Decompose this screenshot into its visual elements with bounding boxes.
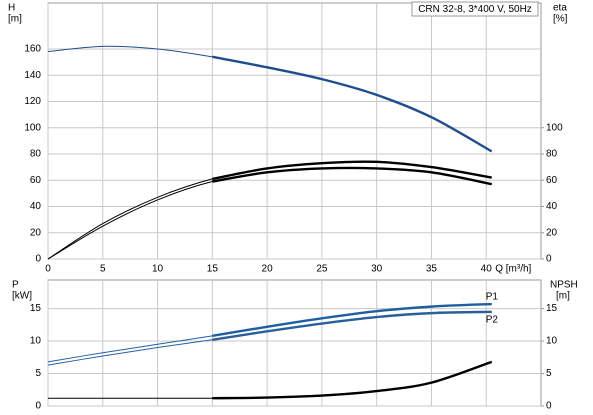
x-tick-label: 25 xyxy=(316,264,328,275)
y-tick-label: 80 xyxy=(30,149,42,160)
y-tick-label: 0 xyxy=(35,401,41,412)
y2-tick-label: 5 xyxy=(546,368,552,379)
curve-highlight xyxy=(212,302,492,338)
y-tick-label: 5 xyxy=(35,368,41,379)
x-tick-label: 20 xyxy=(262,264,274,275)
y-tick-label: 20 xyxy=(30,227,42,238)
curve-highlight xyxy=(212,55,493,153)
curve xyxy=(48,361,492,399)
y2-tick-label: 40 xyxy=(546,201,558,212)
chart-title: CRN 32-8, 3*400 V, 50Hz xyxy=(418,4,532,15)
y-axis-label: H xyxy=(8,3,15,14)
y2-tick-label: 0 xyxy=(546,401,552,412)
y-tick-label: 100 xyxy=(24,122,41,133)
curve xyxy=(47,45,492,152)
x-tick-label: 10 xyxy=(152,264,164,275)
x-tick-label: 30 xyxy=(371,264,383,275)
curve-highlight xyxy=(212,360,493,400)
y2-axis-label: NPSH xyxy=(550,280,578,291)
plot-frame xyxy=(47,279,542,407)
curve xyxy=(47,311,492,366)
y2-tick-label: 100 xyxy=(546,122,563,133)
y-tick-label: 40 xyxy=(30,201,42,212)
y2-tick-label: 15 xyxy=(546,303,558,314)
x-tick-label: 40 xyxy=(481,264,493,275)
y2-axis-unit: [m] xyxy=(556,291,570,302)
x-tick-label: 15 xyxy=(207,264,219,275)
title-box xyxy=(411,1,539,17)
y-tick-label: 10 xyxy=(30,336,42,347)
x-tick-label: 0 xyxy=(45,264,51,275)
plot-frame xyxy=(47,2,542,260)
y2-tick-label: 10 xyxy=(546,336,558,347)
y-tick-label: 140 xyxy=(24,70,41,81)
y2-axis-unit: [%] xyxy=(553,14,568,25)
x-axis-label: Q [m³/h] xyxy=(495,264,531,275)
curve xyxy=(47,161,492,260)
y-tick-label: 15 xyxy=(30,303,42,314)
curve-label: P2 xyxy=(486,314,499,325)
y-tick-label: 60 xyxy=(30,175,42,186)
x-tick-label: 5 xyxy=(100,264,106,275)
curve-highlight xyxy=(212,166,492,186)
y-axis-unit: [m] xyxy=(8,14,22,25)
y2-tick-label: 60 xyxy=(546,175,558,186)
y-tick-label: 0 xyxy=(35,254,41,265)
y-tick-label: 160 xyxy=(24,44,41,55)
y-axis-unit: [kW] xyxy=(12,291,32,302)
curve xyxy=(47,167,492,260)
y2-axis-label: eta xyxy=(553,3,567,14)
y-axis-label: P xyxy=(12,280,19,291)
y-tick-label: 120 xyxy=(24,96,41,107)
y2-tick-label: 20 xyxy=(546,227,558,238)
curve-label: P1 xyxy=(486,292,499,303)
curve-highlight xyxy=(212,310,492,341)
y2-tick-label: 0 xyxy=(546,254,552,265)
y2-tick-label: 80 xyxy=(546,149,558,160)
curve-highlight xyxy=(212,160,492,181)
x-tick-label: 35 xyxy=(426,264,438,275)
